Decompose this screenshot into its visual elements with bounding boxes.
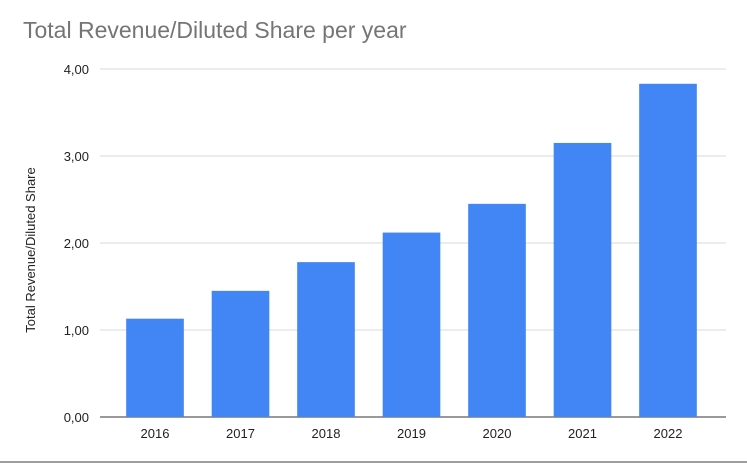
bar-2019 (382, 232, 441, 417)
y-tick-label: 4,00 (64, 62, 89, 77)
x-tick-label: 2017 (226, 426, 255, 441)
x-tick-label: 2016 (141, 426, 170, 441)
y-tick-label: 0,00 (64, 410, 89, 425)
bars (126, 83, 697, 417)
bar-2020 (468, 203, 526, 417)
bar-2017 (211, 290, 270, 417)
bar-2022 (639, 83, 697, 417)
x-tick-label: 2022 (654, 426, 683, 441)
y-tick-label: 2,00 (64, 236, 89, 251)
bar-2018 (297, 262, 355, 417)
x-tick-label: 2018 (312, 426, 341, 441)
bar-2016 (126, 318, 184, 417)
y-tick-label: 3,00 (64, 149, 89, 164)
x-tick-label: 2021 (568, 426, 597, 441)
bar-2021 (553, 142, 612, 417)
y-axis-title: Total Revenue/Diluted Share (23, 167, 38, 333)
bottom-border (0, 461, 747, 463)
y-axis-ticks: 0,00 1,00 2,00 3,00 4,00 (64, 62, 89, 425)
x-tick-label: 2019 (397, 426, 426, 441)
x-tick-label: 2020 (483, 426, 512, 441)
y-tick-label: 1,00 (64, 323, 89, 338)
x-axis-ticks: 2016 2017 2018 2019 2020 2021 2022 (141, 426, 683, 441)
chart-title: Total Revenue/Diluted Share per year (23, 17, 407, 43)
